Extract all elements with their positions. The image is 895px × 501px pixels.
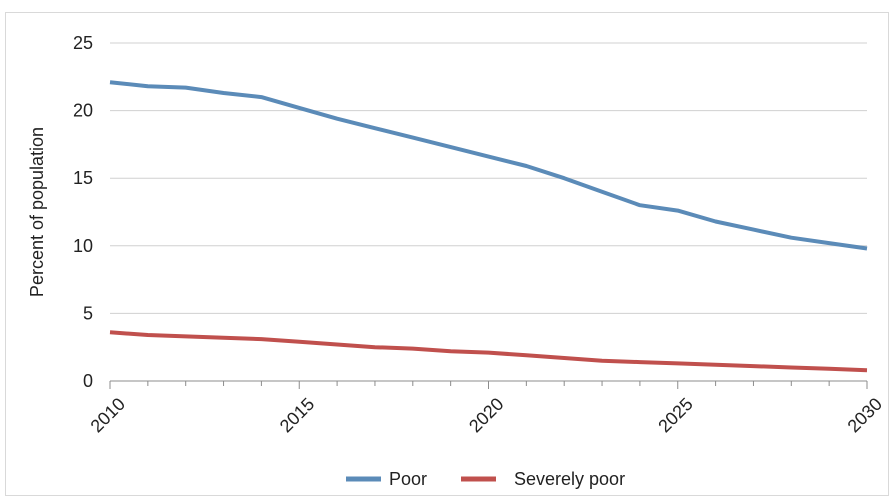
y-tick-label: 20 bbox=[73, 101, 93, 121]
series-line-0 bbox=[110, 82, 867, 248]
legend-label: Poor bbox=[389, 469, 427, 489]
x-tick-label: 2030 bbox=[844, 394, 886, 436]
y-tick-label: 0 bbox=[83, 371, 93, 391]
x-tick-label: 2010 bbox=[87, 394, 129, 436]
y-tick-label: 15 bbox=[73, 168, 93, 188]
y-axis-ticks: 0 5 10 15 20 25 bbox=[73, 33, 93, 391]
x-axis: 2010 2015 2020 2025 2030 bbox=[87, 381, 886, 436]
x-tick-label: 2025 bbox=[654, 394, 696, 436]
series-line-1 bbox=[110, 332, 867, 370]
gridlines bbox=[110, 43, 867, 313]
x-tick-label: 2015 bbox=[276, 394, 318, 436]
y-axis-title: Percent of population bbox=[27, 127, 47, 297]
series-lines bbox=[110, 82, 867, 370]
legend-label: Severely poor bbox=[514, 469, 625, 489]
legend: Poor Severely poor bbox=[346, 469, 625, 489]
y-tick-label: 5 bbox=[83, 303, 93, 323]
x-tick-label: 2020 bbox=[465, 394, 507, 436]
y-tick-label: 25 bbox=[73, 33, 93, 53]
y-tick-label: 10 bbox=[73, 236, 93, 256]
